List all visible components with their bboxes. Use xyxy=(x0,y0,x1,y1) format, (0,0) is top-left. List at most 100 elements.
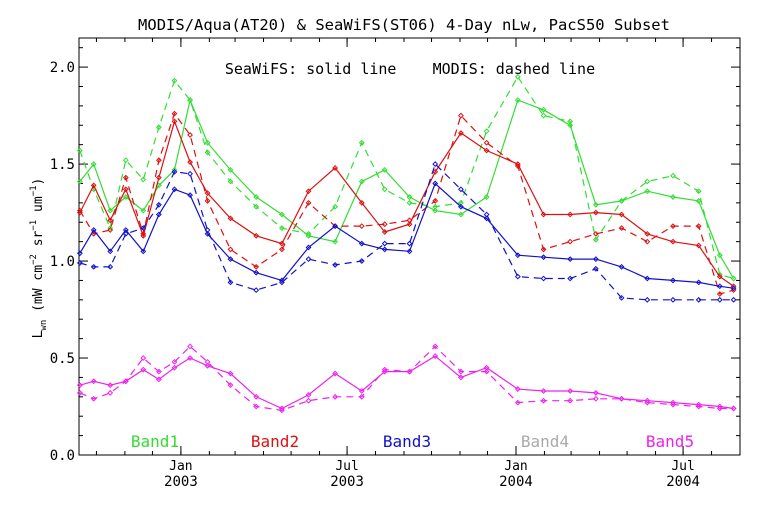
band1-modis-point xyxy=(730,275,737,282)
band5-modis-point xyxy=(305,397,312,404)
band5-seawifs-point xyxy=(305,391,312,398)
band1-modis-line xyxy=(79,75,734,280)
band1-modis-point xyxy=(171,77,178,84)
band2-modis-point xyxy=(540,246,547,253)
band1-modis-point xyxy=(332,203,339,210)
band2-seawifs-point xyxy=(644,230,651,237)
band5-modis-point xyxy=(77,390,83,396)
band5-modis-point xyxy=(458,368,464,375)
band5-modis-point xyxy=(406,368,413,375)
y-label-units-2: sr xyxy=(31,230,46,254)
band3-seawifs-point xyxy=(227,256,234,263)
band5-modis-point xyxy=(483,368,490,375)
band1-modis-point xyxy=(618,198,625,204)
band1-seawifs-point xyxy=(90,161,97,167)
band3-seawifs-point xyxy=(381,246,388,253)
band5-modis-point xyxy=(644,399,651,406)
band5-seawifs-point xyxy=(171,364,178,371)
band3-seawifs-point xyxy=(253,269,260,276)
band3-modis-point xyxy=(695,296,702,303)
x-tick-year: 2003 xyxy=(330,474,364,490)
band2-modis-point xyxy=(644,238,651,245)
y-label-exp-2: −1 xyxy=(29,220,39,231)
band1-modis-point xyxy=(483,128,490,135)
band5-seawifs-point xyxy=(187,355,193,361)
band5-modis-point xyxy=(514,399,521,406)
band3-modis-point xyxy=(77,260,83,266)
band1-modis-point xyxy=(540,112,547,119)
band1-modis-point xyxy=(305,230,312,237)
band2-modis-point xyxy=(204,198,211,204)
band3-modis-point xyxy=(483,211,490,218)
line-style-note: SeaWiFS: solid line MODIS: dashed line xyxy=(225,60,595,78)
band5-modis-point xyxy=(592,395,599,402)
band1-seawifs-point xyxy=(483,194,490,200)
x-tick-year: 2004 xyxy=(499,474,533,490)
band3-modis-line xyxy=(79,162,734,301)
band2-modis-point xyxy=(618,225,625,231)
band1-modis-point xyxy=(695,188,702,195)
band2-modis-point xyxy=(140,230,147,237)
band3-modis-point xyxy=(540,275,547,282)
band1-seawifs-point xyxy=(140,207,147,214)
band3-seawifs-point xyxy=(567,256,574,263)
y-axis-label: Lwn (mW cm−2 sr−1 um−1) xyxy=(29,178,49,339)
band3-modis-point xyxy=(670,296,676,303)
band5-seawifs-point xyxy=(432,353,439,359)
band2-seawifs-point xyxy=(305,188,312,195)
band5-seawifs-point xyxy=(358,388,365,394)
band3-seawifs-point xyxy=(140,248,147,255)
band3-seawifs-point xyxy=(592,256,599,263)
band3-seawifs-point xyxy=(107,248,114,255)
band5-modis-point xyxy=(381,366,388,373)
band3-modis-point xyxy=(305,256,312,263)
y-label-subscript: wn xyxy=(39,320,49,331)
band1-seawifs-point xyxy=(432,207,439,214)
band1-modis-point xyxy=(406,199,413,206)
legend-entry-band5: Band5 xyxy=(646,432,694,451)
y-tick-label: 1.5 xyxy=(50,157,75,173)
y-tick-label: 2.0 xyxy=(50,60,75,76)
band5-seawifs-point xyxy=(514,386,521,392)
band2-modis-point xyxy=(107,227,114,233)
band2-seawifs-point xyxy=(171,118,178,125)
band2-modis-point xyxy=(514,163,521,169)
band5-modis-point xyxy=(204,358,211,365)
band1-modis-point xyxy=(592,236,599,243)
plot-border xyxy=(78,37,741,456)
legend-entry-band4: Band4 xyxy=(521,432,569,451)
band1-modis-point xyxy=(381,186,388,193)
band3-modis-point xyxy=(253,287,260,294)
band3-modis-point xyxy=(332,262,339,268)
band5-seawifs-point xyxy=(540,388,547,394)
band2-seawifs-point xyxy=(204,190,211,197)
band2-seawifs-point xyxy=(540,211,547,218)
band3-modis-point xyxy=(514,273,521,280)
band1-seawifs-point xyxy=(644,188,651,195)
band2-seawifs-point xyxy=(187,159,193,166)
band1-seawifs-point xyxy=(695,198,702,204)
band5-seawifs-point xyxy=(107,382,114,389)
y-label-units-4: ) xyxy=(31,178,46,186)
band3-seawifs-point xyxy=(187,192,193,199)
band1-seawifs-point xyxy=(592,201,599,208)
band2-seawifs-point xyxy=(458,130,464,136)
band1-seawifs-point xyxy=(381,166,388,173)
band1-seawifs-point xyxy=(77,178,83,185)
band5-seawifs-point xyxy=(155,376,162,383)
band2-modis-point xyxy=(592,230,599,237)
band3-seawifs-point xyxy=(305,244,312,251)
y-label-units-3: um xyxy=(31,196,46,220)
band2-seawifs-point xyxy=(278,240,285,247)
band2-seawifs-point xyxy=(332,165,339,171)
plot-frame xyxy=(78,37,741,456)
band3-seawifs-point xyxy=(695,279,702,286)
band5-modis-point xyxy=(107,390,114,396)
series-layer xyxy=(77,73,737,414)
band5-seawifs-point xyxy=(140,366,147,373)
band2-seawifs-point xyxy=(670,238,676,245)
legend-entry-band2: Band2 xyxy=(251,432,299,451)
